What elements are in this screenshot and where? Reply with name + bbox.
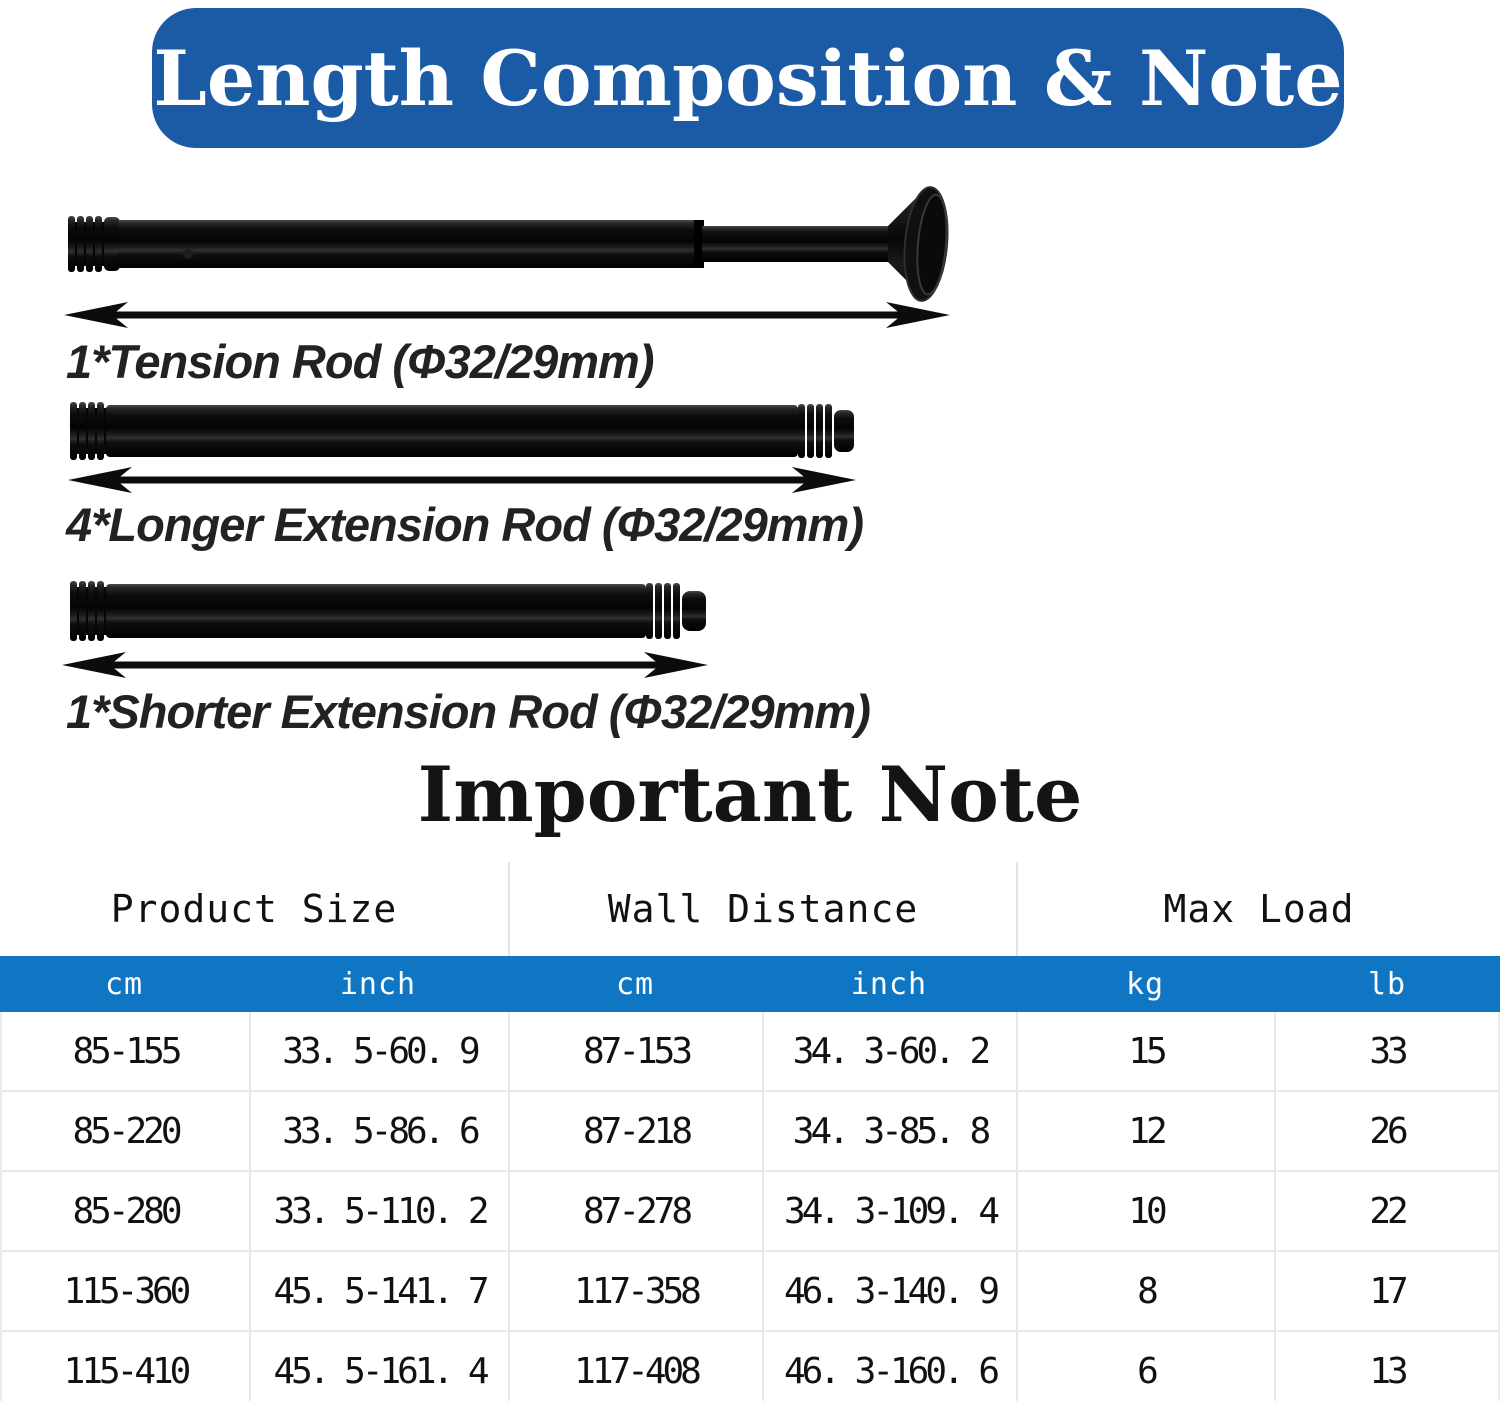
table-row: 115-410 45. 5-161. 4 117-408 46. 3-160. … <box>2 1330 1498 1401</box>
spec-table-body: 85-155 33. 5-60. 9 87-153 34. 3-60. 2 15… <box>0 1012 1500 1401</box>
longer-extension-rod-illustration <box>70 402 854 460</box>
tension-rod-illustration <box>68 186 949 302</box>
table-cell: 85-280 <box>72 1190 182 1232</box>
spec-table-unit-row: cm inch cm inch kg lb <box>0 956 1500 1012</box>
table-cell: 85-155 <box>72 1030 182 1072</box>
unit-cell-kg: kg <box>1125 966 1165 1002</box>
header-banner: Length Composition & Note <box>152 8 1344 148</box>
group-header-product-size: Product Size <box>110 887 398 931</box>
table-cell: 45. 5-161. 4 <box>249 1332 508 1401</box>
table-cell: 45. 5-141. 7 <box>249 1252 508 1330</box>
shorter-extension-rod-label: 1*Shorter Extension Rod (Φ32/29mm) <box>66 685 871 738</box>
table-cell: 115-410 <box>63 1350 192 1392</box>
table-cell: 26 <box>1274 1092 1498 1170</box>
table-cell: 12 <box>1016 1092 1274 1170</box>
section-title-important-note: Important Note <box>417 750 1083 839</box>
spec-table-group-header: Product Size Wall Distance Max Load <box>0 862 1500 956</box>
unit-cell-inch: inch <box>339 966 417 1002</box>
double-arrow-icon <box>62 652 708 678</box>
table-cell: 85-220 <box>72 1110 182 1152</box>
table-cell: 33. 5-86. 6 <box>249 1092 508 1170</box>
table-cell: 117-408 <box>508 1332 762 1401</box>
table-row: 115-360 45. 5-141. 7 117-358 46. 3-140. … <box>2 1250 1498 1330</box>
table-row: 85-155 33. 5-60. 9 87-153 34. 3-60. 2 15… <box>2 1012 1498 1090</box>
page-title: Length Composition & Note <box>153 33 1343 123</box>
table-cell: 87-218 <box>508 1092 762 1170</box>
group-header-wall-distance: Wall Distance <box>508 862 1016 956</box>
unit-cell-cm: cm <box>615 966 655 1002</box>
table-cell: 117-358 <box>508 1252 762 1330</box>
table-cell: 8 <box>1016 1252 1274 1330</box>
double-arrow-icon <box>64 302 950 328</box>
double-arrow-icon <box>68 467 856 493</box>
table-cell: 10 <box>1016 1172 1274 1250</box>
unit-cell-inch: inch <box>850 966 928 1002</box>
table-cell: 87-153 <box>508 1012 762 1090</box>
longer-extension-rod-label: 4*Longer Extension Rod (Φ32/29mm) <box>66 498 864 551</box>
table-cell: 46. 3-140. 9 <box>762 1252 1016 1330</box>
table-cell: 34. 3-60. 2 <box>762 1012 1016 1090</box>
table-cell: 22 <box>1274 1172 1498 1250</box>
table-cell: 13 <box>1274 1332 1498 1401</box>
unit-cell-lb: lb <box>1367 966 1407 1002</box>
table-cell: 17 <box>1274 1252 1498 1330</box>
table-cell: 15 <box>1016 1012 1274 1090</box>
table-row: 85-220 33. 5-86. 6 87-218 34. 3-85. 8 12… <box>2 1090 1498 1170</box>
table-cell: 115-360 <box>63 1270 192 1312</box>
table-cell: 33. 5-110. 2 <box>249 1172 508 1250</box>
table-cell: 87-278 <box>508 1172 762 1250</box>
table-cell: 6 <box>1016 1332 1274 1401</box>
tension-rod-label: 1*Tension Rod (Φ32/29mm) <box>66 335 654 388</box>
spec-table: Product Size Wall Distance Max Load cm i… <box>0 862 1500 1401</box>
shorter-extension-rod-illustration <box>70 581 706 641</box>
table-row: 85-280 33. 5-110. 2 87-278 34. 3-109. 4 … <box>2 1170 1498 1250</box>
table-cell: 34. 3-109. 4 <box>762 1172 1016 1250</box>
table-cell: 33 <box>1274 1012 1498 1090</box>
table-cell: 33. 5-60. 9 <box>249 1012 508 1090</box>
table-cell: 34. 3-85. 8 <box>762 1092 1016 1170</box>
unit-cell-cm: cm <box>104 966 144 1002</box>
group-header-max-load: Max Load <box>1016 862 1500 956</box>
table-cell: 46. 3-160. 6 <box>762 1332 1016 1401</box>
